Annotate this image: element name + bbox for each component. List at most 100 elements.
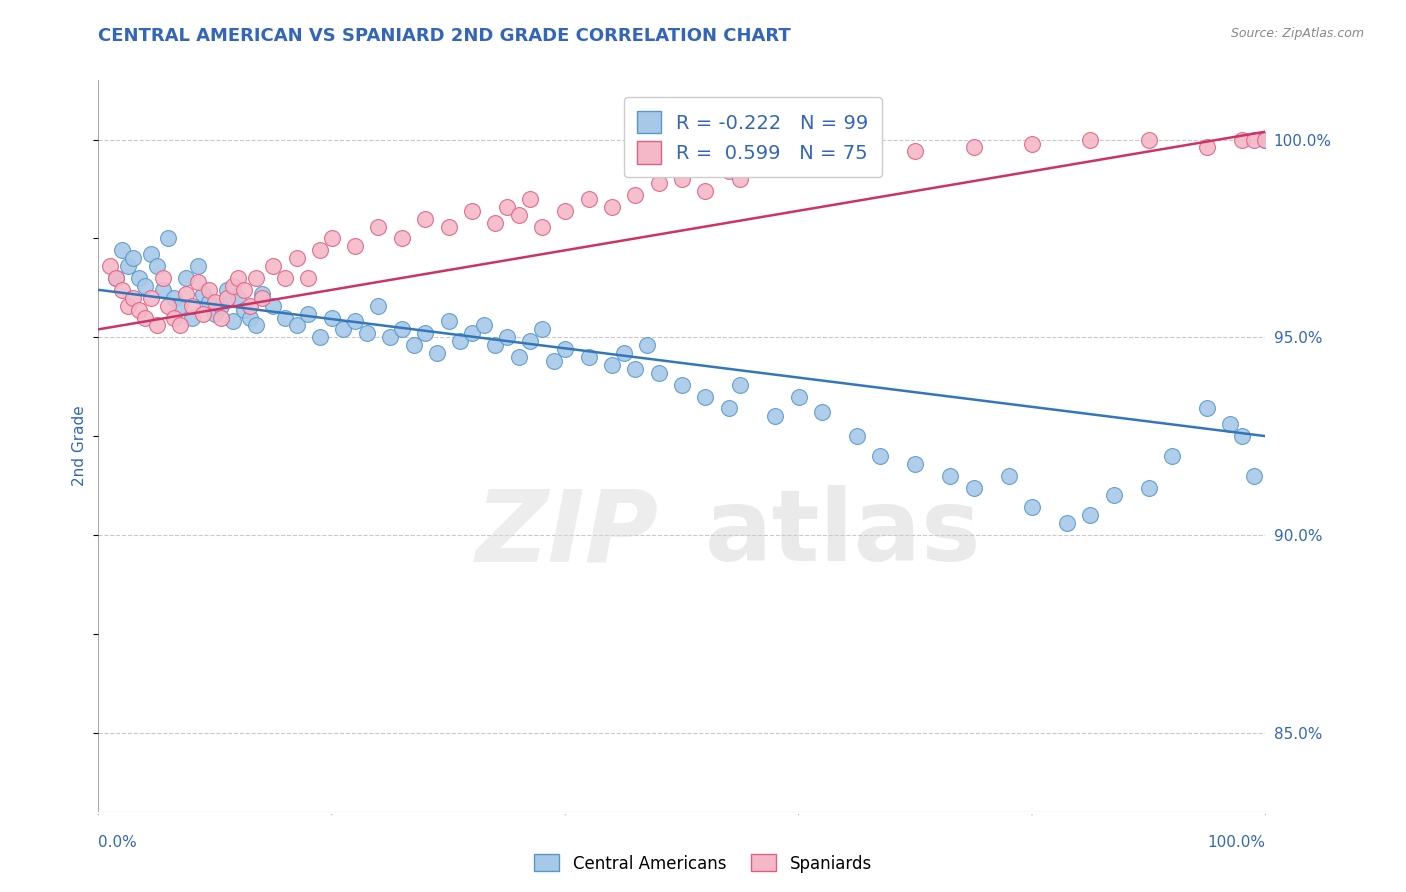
Point xyxy=(122,251,145,265)
Point xyxy=(250,291,273,305)
Point xyxy=(437,219,460,234)
Point xyxy=(413,211,436,226)
Point xyxy=(233,302,256,317)
Point xyxy=(146,259,169,273)
Point xyxy=(111,283,134,297)
Point xyxy=(321,231,343,245)
Point xyxy=(717,401,740,416)
Point xyxy=(193,286,215,301)
Point xyxy=(297,271,319,285)
Point xyxy=(169,299,191,313)
Point xyxy=(530,219,553,234)
Point xyxy=(1137,481,1160,495)
Point xyxy=(157,231,180,245)
Point xyxy=(484,216,506,230)
Point xyxy=(543,354,565,368)
Point xyxy=(187,275,209,289)
Point xyxy=(262,259,284,273)
Point xyxy=(139,291,162,305)
Point xyxy=(461,203,484,218)
Point xyxy=(157,299,180,313)
Point xyxy=(962,140,984,154)
Point xyxy=(239,299,262,313)
Point xyxy=(163,291,186,305)
Point xyxy=(1137,132,1160,146)
Point xyxy=(1080,508,1102,523)
Point xyxy=(228,291,250,305)
Point xyxy=(1219,417,1241,432)
Point xyxy=(997,468,1019,483)
Point xyxy=(695,184,717,198)
Point xyxy=(869,449,891,463)
Point xyxy=(600,358,623,372)
Point xyxy=(139,247,162,261)
Point xyxy=(787,153,810,167)
Point xyxy=(578,350,600,364)
Point xyxy=(245,271,267,285)
Point xyxy=(730,377,752,392)
Point xyxy=(671,377,693,392)
Point xyxy=(104,271,127,285)
Point xyxy=(180,299,202,313)
Point xyxy=(274,310,297,325)
Point xyxy=(846,148,869,162)
Point xyxy=(612,346,634,360)
Point xyxy=(309,244,332,258)
Point xyxy=(239,310,262,325)
Point xyxy=(180,310,202,325)
Point xyxy=(169,318,191,333)
Point xyxy=(274,271,297,285)
Point xyxy=(811,405,834,419)
Point xyxy=(285,318,308,333)
Point xyxy=(554,203,576,218)
Point xyxy=(939,468,962,483)
Point xyxy=(233,283,256,297)
Point xyxy=(496,330,519,344)
Point xyxy=(1197,140,1219,154)
Point xyxy=(356,326,378,341)
Point xyxy=(198,294,221,309)
Point xyxy=(174,286,197,301)
Point xyxy=(245,318,267,333)
Point xyxy=(437,314,460,328)
Point xyxy=(128,302,150,317)
Point xyxy=(262,299,284,313)
Point xyxy=(104,271,127,285)
Point xyxy=(332,322,354,336)
Point xyxy=(763,409,786,424)
Point xyxy=(117,259,139,273)
Point xyxy=(578,192,600,206)
Point xyxy=(1021,136,1043,151)
Point xyxy=(962,481,984,495)
Point xyxy=(717,164,740,178)
Point xyxy=(309,330,332,344)
Point xyxy=(209,310,232,325)
Point xyxy=(787,390,810,404)
Point xyxy=(554,342,576,356)
Point xyxy=(152,283,174,297)
Point xyxy=(402,338,425,352)
Y-axis label: 2nd Grade: 2nd Grade xyxy=(72,406,87,486)
Point xyxy=(221,278,243,293)
Point xyxy=(344,239,367,253)
Point xyxy=(146,318,169,333)
Point xyxy=(111,244,134,258)
Point xyxy=(519,334,541,349)
Point xyxy=(1254,132,1277,146)
Point xyxy=(904,145,927,159)
Point xyxy=(117,299,139,313)
Text: 0.0%: 0.0% xyxy=(98,836,138,850)
Point xyxy=(215,291,238,305)
Point xyxy=(193,307,215,321)
Point xyxy=(1243,132,1265,146)
Point xyxy=(380,330,402,344)
Point xyxy=(215,283,238,297)
Point xyxy=(297,307,319,321)
Point xyxy=(413,326,436,341)
Point xyxy=(752,161,775,175)
Point xyxy=(904,457,927,471)
Point xyxy=(508,350,530,364)
Legend: Central Americans, Spaniards: Central Americans, Spaniards xyxy=(527,847,879,880)
Point xyxy=(391,322,413,336)
Point xyxy=(1243,468,1265,483)
